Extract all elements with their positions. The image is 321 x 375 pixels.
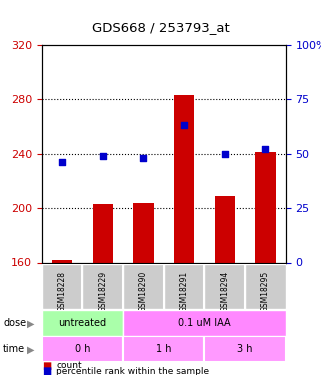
FancyBboxPatch shape	[42, 336, 123, 362]
Bar	[92, 204, 113, 262]
FancyBboxPatch shape	[204, 336, 286, 362]
Text: 3 h: 3 h	[237, 344, 253, 354]
Bar	[174, 95, 194, 262]
Point	[59, 159, 65, 165]
Text: 0 h: 0 h	[75, 344, 90, 354]
Point	[181, 123, 187, 129]
Text: percentile rank within the sample: percentile rank within the sample	[56, 367, 209, 375]
Bar	[255, 152, 275, 262]
Text: dose: dose	[3, 318, 26, 328]
Text: GSM18228: GSM18228	[57, 271, 66, 312]
Text: ■: ■	[42, 366, 51, 375]
Text: count: count	[56, 361, 82, 370]
Text: GSM18290: GSM18290	[139, 271, 148, 312]
FancyBboxPatch shape	[123, 336, 204, 362]
FancyBboxPatch shape	[204, 264, 245, 309]
Bar	[133, 202, 153, 262]
Text: untreated: untreated	[58, 318, 107, 328]
Text: ▶: ▶	[27, 345, 34, 355]
FancyBboxPatch shape	[123, 310, 286, 336]
Text: GSM18295: GSM18295	[261, 271, 270, 312]
FancyBboxPatch shape	[82, 264, 123, 309]
Point	[100, 153, 105, 159]
Text: 1 h: 1 h	[156, 344, 171, 354]
FancyBboxPatch shape	[245, 264, 286, 309]
Text: GSM18294: GSM18294	[220, 271, 229, 312]
Bar	[52, 260, 72, 262]
Text: GDS668 / 253793_at: GDS668 / 253793_at	[91, 21, 230, 34]
Text: GSM18229: GSM18229	[98, 271, 107, 312]
FancyBboxPatch shape	[42, 310, 123, 336]
FancyBboxPatch shape	[164, 264, 204, 309]
Point	[222, 151, 227, 157]
Point	[263, 146, 268, 152]
FancyBboxPatch shape	[123, 264, 164, 309]
Text: ■: ■	[42, 361, 51, 370]
FancyBboxPatch shape	[42, 264, 82, 309]
Text: GSM18291: GSM18291	[179, 271, 188, 312]
Bar	[214, 196, 235, 262]
Text: 0.1 uM IAA: 0.1 uM IAA	[178, 318, 231, 328]
Point	[141, 155, 146, 161]
Text: ▶: ▶	[27, 319, 34, 329]
Text: time: time	[3, 344, 25, 354]
